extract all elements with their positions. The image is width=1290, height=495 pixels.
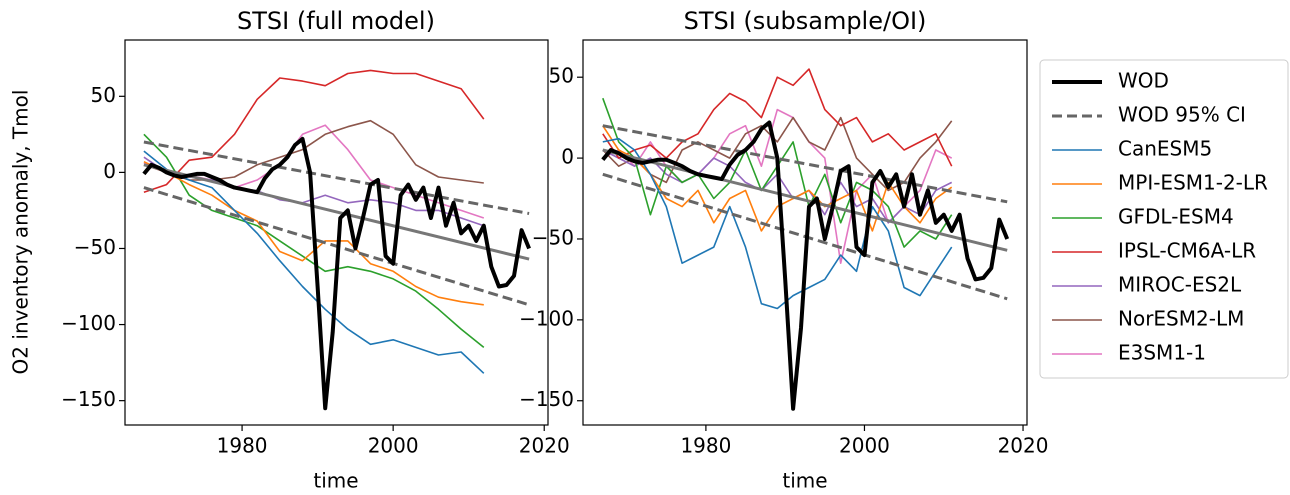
y-tick-label: −50	[532, 225, 574, 249]
series-line	[602, 68, 953, 167]
chart-title: STSI (subsample/OI)	[684, 7, 927, 35]
x-tick-label: 2000	[839, 434, 890, 458]
y-tick-label: 50	[91, 83, 116, 107]
legend-box	[1039, 59, 1289, 379]
y-tick-label: −50	[74, 235, 116, 259]
y-tick-label: −100	[61, 311, 116, 335]
x-axis-label: time	[782, 469, 827, 493]
y-tick-label: −100	[519, 306, 574, 330]
x-axis-label: time	[313, 469, 358, 493]
axes-frame	[582, 39, 1028, 426]
series-line	[142, 136, 531, 411]
plot-area	[142, 69, 531, 411]
legend-label: MIROC-ES2L	[1118, 273, 1242, 297]
series-line	[143, 163, 530, 261]
chart-title: STSI (full model)	[237, 7, 435, 35]
series-line	[602, 148, 1008, 252]
y-axis-label: O2 inventory anomaly, Tmol	[9, 90, 33, 375]
series-line	[143, 150, 485, 374]
y-tick-label: −150	[519, 387, 574, 411]
legend-label: WOD	[1118, 69, 1169, 93]
x-tick-label: 2020	[519, 434, 570, 458]
y-tick-label: 0	[103, 159, 116, 183]
series-line	[602, 124, 1008, 204]
series-line	[602, 125, 953, 232]
legend-label: WOD 95% CI	[1118, 103, 1246, 127]
x-tick-label: 2020	[998, 434, 1049, 458]
y-tick-label: 0	[561, 145, 574, 169]
x-tick-label: 2000	[368, 434, 419, 458]
series-line	[143, 69, 485, 193]
legend-label: MPI-ESM1-2-LR	[1118, 171, 1268, 195]
legend-label: E3SM1-1	[1118, 341, 1206, 365]
series-line	[143, 133, 485, 349]
legend-label: GFDL-ESM4	[1118, 205, 1234, 229]
series-line	[602, 137, 953, 310]
series-line	[602, 116, 953, 192]
x-tick-label: 1980	[680, 434, 731, 458]
series-line	[602, 172, 1008, 301]
series-line	[601, 120, 1010, 411]
legend-label: CanESM5	[1118, 137, 1212, 161]
x-tick-label: 1980	[217, 434, 268, 458]
plot-area	[601, 68, 1010, 411]
axes-frame	[124, 39, 549, 426]
y-tick-label: 50	[549, 64, 574, 88]
legend-label: IPSL-CM6A-LR	[1118, 239, 1256, 263]
y-tick-label: −150	[61, 387, 116, 411]
legend-label: NorESM2-LM	[1118, 307, 1244, 331]
series-line	[143, 140, 530, 215]
